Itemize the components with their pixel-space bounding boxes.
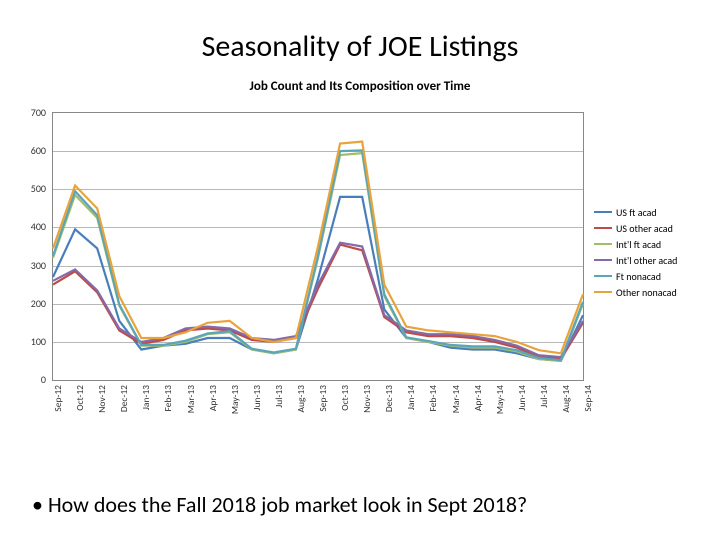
y-tick-label: 0 <box>18 373 46 386</box>
series-line <box>53 142 583 354</box>
x-tick-label: Feb-13 <box>162 385 174 445</box>
legend-label: Ft nonacad <box>616 270 661 283</box>
legend-swatch <box>594 259 612 261</box>
x-tick-label: Aug-14 <box>560 385 572 445</box>
chart-subtitle: Job Count and Its Composition over Time <box>0 79 720 94</box>
x-tick-label: Aug-13 <box>295 385 307 445</box>
x-tick-label: Oct-12 <box>74 385 86 445</box>
x-tick-label: May-14 <box>494 385 506 445</box>
page-title: Seasonality of JOE Listings <box>0 0 720 65</box>
legend-item: Int'l ft acad <box>594 236 677 252</box>
x-tick-label: Nov-12 <box>96 385 108 445</box>
x-tick-label: Apr-14 <box>472 385 484 445</box>
x-tick-label: Jun-14 <box>516 385 528 445</box>
y-tick-label: 500 <box>18 182 46 195</box>
x-tick-label: Dec-13 <box>383 385 395 445</box>
legend-label: Int'l other acad <box>616 254 677 267</box>
legend-label: US other acad <box>616 222 673 235</box>
y-tick-label: 200 <box>18 297 46 310</box>
x-tick-label: Jan-14 <box>405 385 417 445</box>
y-tick-label: 600 <box>18 144 46 157</box>
x-tick-label: Jul-13 <box>273 385 285 445</box>
x-tick-label: Sep-12 <box>52 385 64 445</box>
bullet-text: • How does the Fall 2018 job market look… <box>32 491 527 518</box>
y-tick-label: 300 <box>18 259 46 272</box>
legend-item: US other acad <box>594 220 677 236</box>
legend-label: US ft acad <box>616 206 657 219</box>
plot-box <box>52 112 584 381</box>
legend-swatch <box>594 227 612 229</box>
x-tick-label: Jul-14 <box>538 385 550 445</box>
legend-swatch <box>594 243 612 245</box>
x-tick-label: Oct-13 <box>339 385 351 445</box>
x-tick-label: Sep-14 <box>582 385 594 445</box>
x-tick-label: Jan-13 <box>140 385 152 445</box>
legend-item: Int'l other acad <box>594 252 677 268</box>
x-tick-label: Mar-13 <box>185 385 197 445</box>
legend-item: Ft nonacad <box>594 268 677 284</box>
series-line <box>53 150 583 360</box>
x-tick-label: Nov-13 <box>361 385 373 445</box>
legend-label: Int'l ft acad <box>616 238 661 251</box>
legend-swatch <box>594 211 612 213</box>
chart-area: 0 100 200 300 400 500 600 700 Sep-12 Oct-12 Nov-1… <box>18 104 702 444</box>
legend-swatch <box>594 275 612 277</box>
legend-label: Other nonacad <box>616 286 677 299</box>
legend-item: US ft acad <box>594 204 677 220</box>
line-series <box>53 113 583 380</box>
x-tick-label: Jun-13 <box>251 385 263 445</box>
legend-swatch <box>594 291 612 293</box>
x-tick-label: Apr-13 <box>207 385 219 445</box>
legend-item: Other nonacad <box>594 284 677 300</box>
y-tick-label: 400 <box>18 220 46 233</box>
x-tick-label: May-13 <box>229 385 241 445</box>
x-tick-label: Mar-14 <box>450 385 462 445</box>
y-tick-label: 700 <box>18 106 46 119</box>
x-tick-label: Feb-14 <box>427 385 439 445</box>
legend: US ft acad US other acad Int'l ft acad Int'… <box>594 204 677 300</box>
y-tick-label: 100 <box>18 335 46 348</box>
x-tick-label: Sep-13 <box>317 385 329 445</box>
x-tick-label: Dec-12 <box>118 385 130 445</box>
